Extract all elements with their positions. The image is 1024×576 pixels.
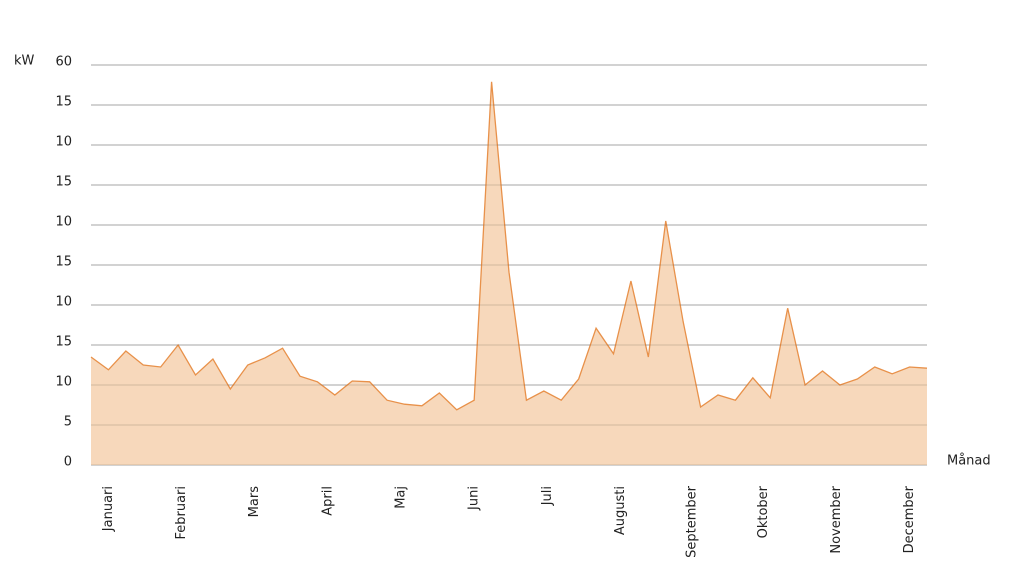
x-tick-label: Februari bbox=[174, 486, 189, 540]
y-tick-label: 10 bbox=[55, 215, 72, 230]
x-axis-label: Månad bbox=[947, 454, 991, 469]
y-tick-label: 15 bbox=[55, 255, 72, 270]
y-tick-label: 5 bbox=[64, 415, 72, 430]
y-tick-label: 60 bbox=[55, 55, 72, 70]
x-tick-label: Augusti bbox=[613, 486, 628, 535]
y-tick-label: 15 bbox=[55, 335, 72, 350]
x-tick-label: November bbox=[829, 485, 844, 553]
x-tick-label: Juni bbox=[467, 486, 482, 511]
y-axis-label: kW bbox=[14, 54, 35, 69]
x-tick-label: Maj bbox=[394, 486, 409, 509]
y-tick-label: 10 bbox=[55, 135, 72, 150]
x-tick-label: Januari bbox=[101, 486, 116, 532]
y-tick-label: 10 bbox=[55, 295, 72, 310]
x-tick-label: Juli bbox=[540, 486, 555, 506]
line bbox=[90, 81, 928, 411]
x-tick-label: April bbox=[320, 486, 335, 516]
y-tick-label: 10 bbox=[55, 375, 72, 390]
x-tick-label: Oktober bbox=[756, 485, 771, 538]
x-tick-label: Mars bbox=[247, 486, 262, 518]
x-tick-label: September bbox=[684, 485, 699, 558]
y-tick-label: 0 bbox=[64, 455, 72, 470]
y-tick-label: 15 bbox=[55, 95, 72, 110]
x-tick-label: December bbox=[902, 485, 917, 553]
y-tick-label: 15 bbox=[55, 175, 72, 190]
